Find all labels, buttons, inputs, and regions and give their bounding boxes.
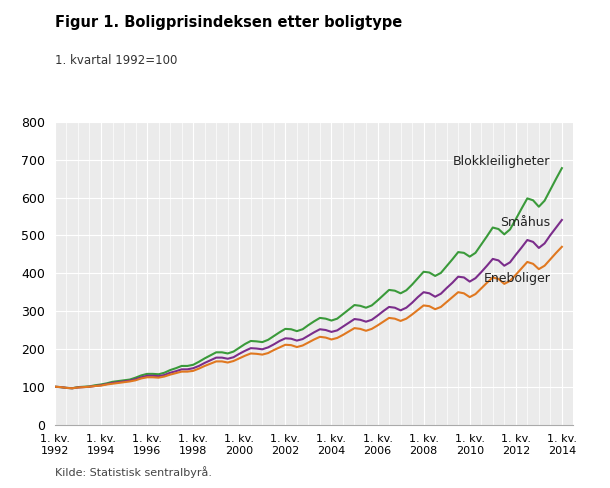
Text: Eneboliger: Eneboliger [484,272,550,285]
Text: 1. kvartal 1992=100: 1. kvartal 1992=100 [55,54,178,67]
Text: Kilde: Statistisk sentralbyrå.: Kilde: Statistisk sentralbyrå. [55,467,212,478]
Text: Småhus: Småhus [500,216,550,229]
Text: Blokkleiligheter: Blokkleiligheter [453,155,550,168]
Text: Figur 1. Boligprisindeksen etter boligtype: Figur 1. Boligprisindeksen etter boligty… [55,15,402,30]
